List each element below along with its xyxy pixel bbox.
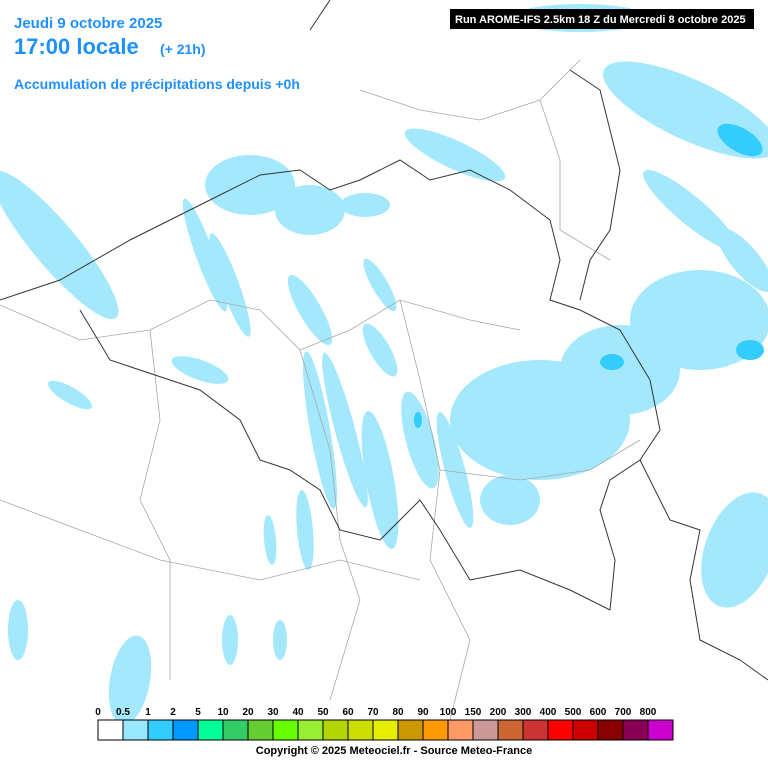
legend-swatch bbox=[347, 719, 374, 741]
legend-label: 80 bbox=[392, 707, 404, 718]
legend-swatch bbox=[297, 719, 324, 741]
legend-label: 10 bbox=[217, 707, 229, 718]
legend-swatch bbox=[522, 719, 549, 741]
legend-label: 700 bbox=[615, 707, 632, 718]
legend: 0 0.5 1 2 5 10 20 30 40 50 60 70 80 90 100 150 200 300 400… bbox=[95, 707, 674, 741]
legend-swatch bbox=[597, 719, 624, 741]
subtitle: Accumulation de précipitations depuis +0… bbox=[14, 76, 300, 92]
legend-swatch bbox=[197, 719, 224, 741]
run-box bbox=[450, 9, 754, 29]
legend-swatch bbox=[472, 719, 499, 741]
legend-label: 600 bbox=[590, 707, 607, 718]
legend-label: 30 bbox=[267, 707, 279, 718]
region-borders bbox=[0, 59, 641, 721]
legend-label: 150 bbox=[465, 707, 482, 718]
legend-swatch bbox=[322, 719, 349, 741]
run-label: Run AROME-IFS 2.5km 18 Z du Mercredi 8 o… bbox=[455, 14, 746, 26]
legend-label: 200 bbox=[490, 707, 507, 718]
legend-swatch bbox=[397, 719, 424, 741]
date: Jeudi 9 octobre 2025 bbox=[14, 15, 162, 32]
time: 17:00 locale bbox=[14, 34, 139, 59]
legend-label: 40 bbox=[292, 707, 304, 718]
legend-label: 50 bbox=[317, 707, 329, 718]
legend-label: 100 bbox=[440, 707, 457, 718]
legend-swatch bbox=[647, 719, 674, 741]
offset: (+ 21h) bbox=[160, 41, 206, 57]
legend-swatch bbox=[172, 719, 199, 741]
legend-label: 20 bbox=[242, 707, 254, 718]
legend-label: 1 bbox=[145, 707, 151, 718]
legend-swatch bbox=[222, 719, 249, 741]
legend-label: 5 bbox=[195, 707, 201, 718]
copyright: Copyright © 2025 Meteociel.fr - Source M… bbox=[256, 745, 532, 757]
legend-swatch bbox=[272, 719, 299, 741]
legend-label: 0 bbox=[95, 707, 101, 718]
legend-swatch bbox=[447, 719, 474, 741]
legend-swatch bbox=[247, 719, 274, 741]
country-borders bbox=[0, 0, 768, 681]
legend-swatch bbox=[622, 719, 649, 741]
legend-label: 70 bbox=[367, 707, 379, 718]
legend-swatch bbox=[572, 719, 599, 741]
legend-label: 500 bbox=[565, 707, 582, 718]
precipitation bbox=[0, 4, 768, 725]
legend-swatch bbox=[547, 719, 574, 741]
legend-swatch bbox=[422, 719, 449, 741]
legend-label: 0.5 bbox=[116, 707, 130, 718]
legend-label: 300 bbox=[515, 707, 532, 718]
legend-swatch bbox=[122, 719, 149, 741]
legend-swatch bbox=[97, 719, 124, 741]
legend-label: 60 bbox=[342, 707, 354, 718]
legend-label: 2 bbox=[170, 707, 176, 718]
legend-label: 800 bbox=[640, 707, 657, 718]
legend-swatch bbox=[497, 719, 524, 741]
legend-label: 90 bbox=[417, 707, 429, 718]
legend-swatch bbox=[372, 719, 399, 741]
legend-swatch bbox=[147, 719, 174, 741]
legend-label: 400 bbox=[540, 707, 557, 718]
